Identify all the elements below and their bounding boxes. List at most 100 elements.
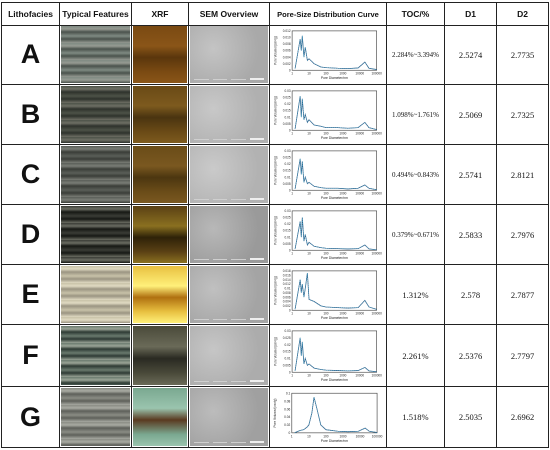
- d1-value: 2.5376: [458, 350, 483, 361]
- x-tick-label: 100: [323, 72, 328, 76]
- d1-cell: 2.578: [445, 265, 497, 324]
- x-tick-label: 100: [323, 132, 328, 136]
- d2-cell: 2.6962: [497, 387, 548, 447]
- chart-frame: [291, 30, 377, 71]
- core-photo-image: [61, 388, 130, 446]
- typical-features-cell: [60, 325, 132, 386]
- y-tick-label: 0.016: [283, 273, 291, 277]
- y-tick-label: 0.002: [283, 62, 291, 66]
- lithofacies-letter: E: [21, 279, 40, 309]
- x-tick-label: 10: [307, 434, 311, 438]
- y-tick-label: 0.025: [283, 96, 291, 100]
- chart-frame: [291, 150, 377, 191]
- xrf-scan-image: [133, 206, 187, 263]
- d1-value: 2.5069: [458, 109, 483, 120]
- toc-value: 2.284%~3.394%: [392, 50, 439, 59]
- y-tick-label: 0.03: [285, 89, 291, 93]
- y-axis-label: Pore Volume/(cm³/g): [273, 156, 277, 185]
- pore-size-chart: 0.03 0.025 0.02 0.015 0.01 0.005 01 10 100 1000 10…: [273, 209, 382, 260]
- x-tick-label: 10000: [355, 374, 364, 378]
- pore-size-curve-overlay: [294, 158, 377, 190]
- y-axis-label: Pore Volume/(cm³/g): [273, 216, 277, 245]
- sem-micrograph-image: [190, 388, 268, 446]
- pore-size-chart: 0.03 0.025 0.02 0.015 0.01 0.005 01 10 100 1000 10…: [273, 89, 382, 140]
- x-tick-label: 10: [307, 252, 311, 256]
- toc-cell: 0.379%~0.671%: [387, 205, 445, 264]
- y-tick-label: 0.015: [283, 350, 291, 354]
- pore-size-curve-overlay: [294, 337, 377, 373]
- xrf-scan-image: [133, 146, 187, 203]
- d1-cell: 2.5833: [445, 205, 497, 264]
- x-tick-label: 1000: [339, 192, 346, 196]
- x-tick-label: 1000: [339, 132, 346, 136]
- core-photo-image: [61, 266, 130, 323]
- sem-micrograph-image: [190, 206, 268, 263]
- d2-value: 2.7325: [510, 109, 535, 120]
- pore-size-curve: [294, 337, 377, 373]
- d2-cell: 2.7735: [497, 25, 548, 84]
- y-tick-label: 0.008: [283, 42, 291, 46]
- header-d1: D1: [445, 3, 497, 25]
- y-tick-label: 0.015: [283, 109, 291, 113]
- y-tick-label: 0.008: [283, 291, 291, 295]
- lithofacies-cell: F: [2, 325, 60, 386]
- y-tick-label: 0.005: [283, 364, 291, 368]
- d1-value: 2.5035: [458, 412, 483, 422]
- x-tick-label: 10000: [355, 72, 364, 76]
- d2-cell: 2.7976: [497, 205, 548, 264]
- y-tick-label: 0.02: [285, 162, 291, 166]
- x-tick-label: 10000: [356, 434, 365, 438]
- y-tick-label: 0: [289, 370, 291, 374]
- toc-value: 1.312%: [402, 289, 429, 300]
- x-tick-label: 10000: [355, 132, 364, 136]
- y-tick-label: 0.02: [285, 222, 291, 226]
- typical-features-cell: [60, 85, 132, 144]
- d2-value: 2.7797: [510, 350, 535, 361]
- y-tick-label: 0.002: [283, 304, 291, 308]
- table-row: B 0.03 0.025 0.02 0.015 0.01 0.005 0 1 10 100 1000 1…: [2, 85, 548, 145]
- lithofacies-letter: F: [22, 340, 39, 370]
- y-tick-label: 0.006: [283, 49, 291, 53]
- x-tick-label: 10: [307, 374, 311, 378]
- d2-value: 2.8121: [510, 169, 535, 180]
- x-tick-label: 100: [323, 192, 328, 196]
- toc-value: 0.494%~0.843%: [392, 170, 439, 179]
- lithofacies-cell: C: [2, 145, 60, 204]
- x-axis-label: Pore Diameter/nm: [321, 256, 348, 260]
- toc-value: 1.098%~1.761%: [392, 110, 439, 119]
- sem-info-bar: [194, 257, 265, 261]
- x-tick-label: 100000: [371, 252, 382, 256]
- lithofacies-letter: B: [20, 99, 41, 129]
- chart-frame: [291, 210, 377, 251]
- d2-value: 2.7877: [510, 289, 535, 300]
- pore-size-chart: 0.012 0.010 0.008 0.006 0.004 0.002 01 10 100 100…: [273, 29, 382, 80]
- sem-micrograph-image: [190, 266, 268, 323]
- x-axis-label: Pore Diameter/nm: [321, 136, 348, 140]
- pore-size-chart-cell: 0.012 0.010 0.008 0.006 0.004 0.002 0 1 10 100 100…: [270, 25, 387, 84]
- sem-info-bar: [194, 440, 265, 444]
- toc-cell: 2.261%: [387, 325, 445, 386]
- sem-info-bar: [194, 137, 265, 141]
- y-tick-label: 0.01: [285, 115, 291, 119]
- x-tick-label: 100000: [372, 434, 383, 438]
- header-typical-features: Typical Features: [60, 3, 132, 25]
- lithofacies-letter: D: [20, 219, 41, 249]
- pore-size-chart-cell: 0.018 0.016 0.014 0.012 0.01 0.008 0.006 0.004 0…: [270, 265, 387, 324]
- toc-cell: 1.312%: [387, 265, 445, 324]
- header-xrf: XRF: [132, 3, 189, 25]
- xrf-cell: [132, 205, 189, 264]
- pore-size-curve-overlay: [294, 96, 377, 130]
- y-axis-label: Pore Volume/(cm³/g): [273, 96, 277, 125]
- x-tick-label: 1: [291, 434, 293, 438]
- toc-cell: 1.518%: [387, 387, 445, 447]
- xrf-scan-image: [133, 266, 187, 323]
- lithofacies-cell: G: [2, 387, 60, 447]
- xrf-cell: [132, 85, 189, 144]
- core-photo-image: [61, 206, 130, 263]
- y-tick-label: 0: [289, 431, 291, 435]
- x-tick-label: 10: [307, 312, 311, 316]
- pore-size-chart: 0.03 0.025 0.02 0.015 0.01 0.005 01 10 100 1000 10…: [273, 149, 382, 200]
- x-tick-label: 10000: [355, 312, 364, 316]
- d1-value: 2.5274: [458, 49, 483, 60]
- lithofacies-cell: B: [2, 85, 60, 144]
